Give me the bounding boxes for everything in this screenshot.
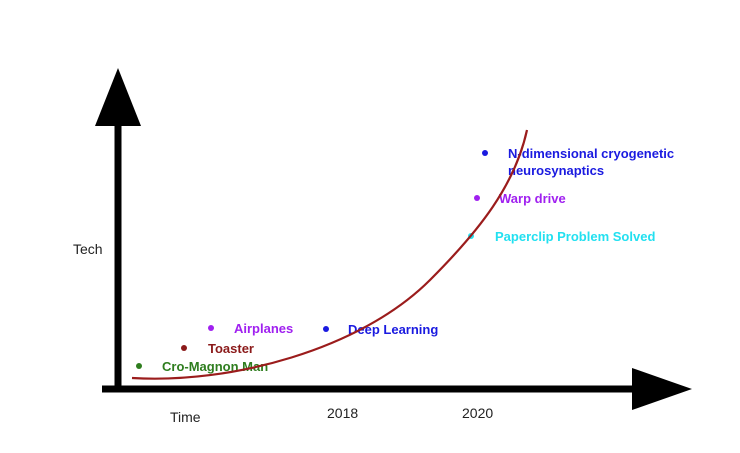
y-axis	[95, 68, 141, 390]
y-axis-arrowhead	[95, 68, 141, 126]
x-tick-2018: 2018	[327, 405, 358, 421]
milestone-dot-warp-drive	[474, 195, 480, 201]
milestone-label-n-dimensional-line2: neurosynaptics	[508, 163, 604, 178]
milestone-label-paperclip: Paperclip Problem Solved	[495, 229, 655, 244]
milestone-label-n-dimensional-line1: N-dimensional cryogenetic	[508, 146, 674, 161]
milestone-label-toaster: Toaster	[208, 341, 254, 356]
x-axis-label: Time	[170, 409, 201, 425]
milestone-dot-cro-magnon	[136, 363, 142, 369]
milestone-label-warp-drive: Warp drive	[499, 191, 566, 206]
x-axis-arrowhead	[632, 368, 692, 410]
milestone-dot-n-dimensional	[482, 150, 488, 156]
x-tick-2020: 2020	[462, 405, 493, 421]
growth-curve	[131, 129, 529, 380]
milestone-label-cro-magnon: Cro-Magnon Man	[162, 359, 268, 374]
y-axis-label: Tech	[73, 241, 103, 257]
milestone-dot-toaster	[181, 345, 187, 351]
milestone-label-airplanes: Airplanes	[234, 321, 293, 336]
milestone-dot-deep-learning	[323, 326, 329, 332]
x-axis	[102, 368, 692, 410]
milestone-dot-airplanes	[208, 325, 214, 331]
milestone-label-deep-learning: Deep Learning	[348, 322, 438, 337]
